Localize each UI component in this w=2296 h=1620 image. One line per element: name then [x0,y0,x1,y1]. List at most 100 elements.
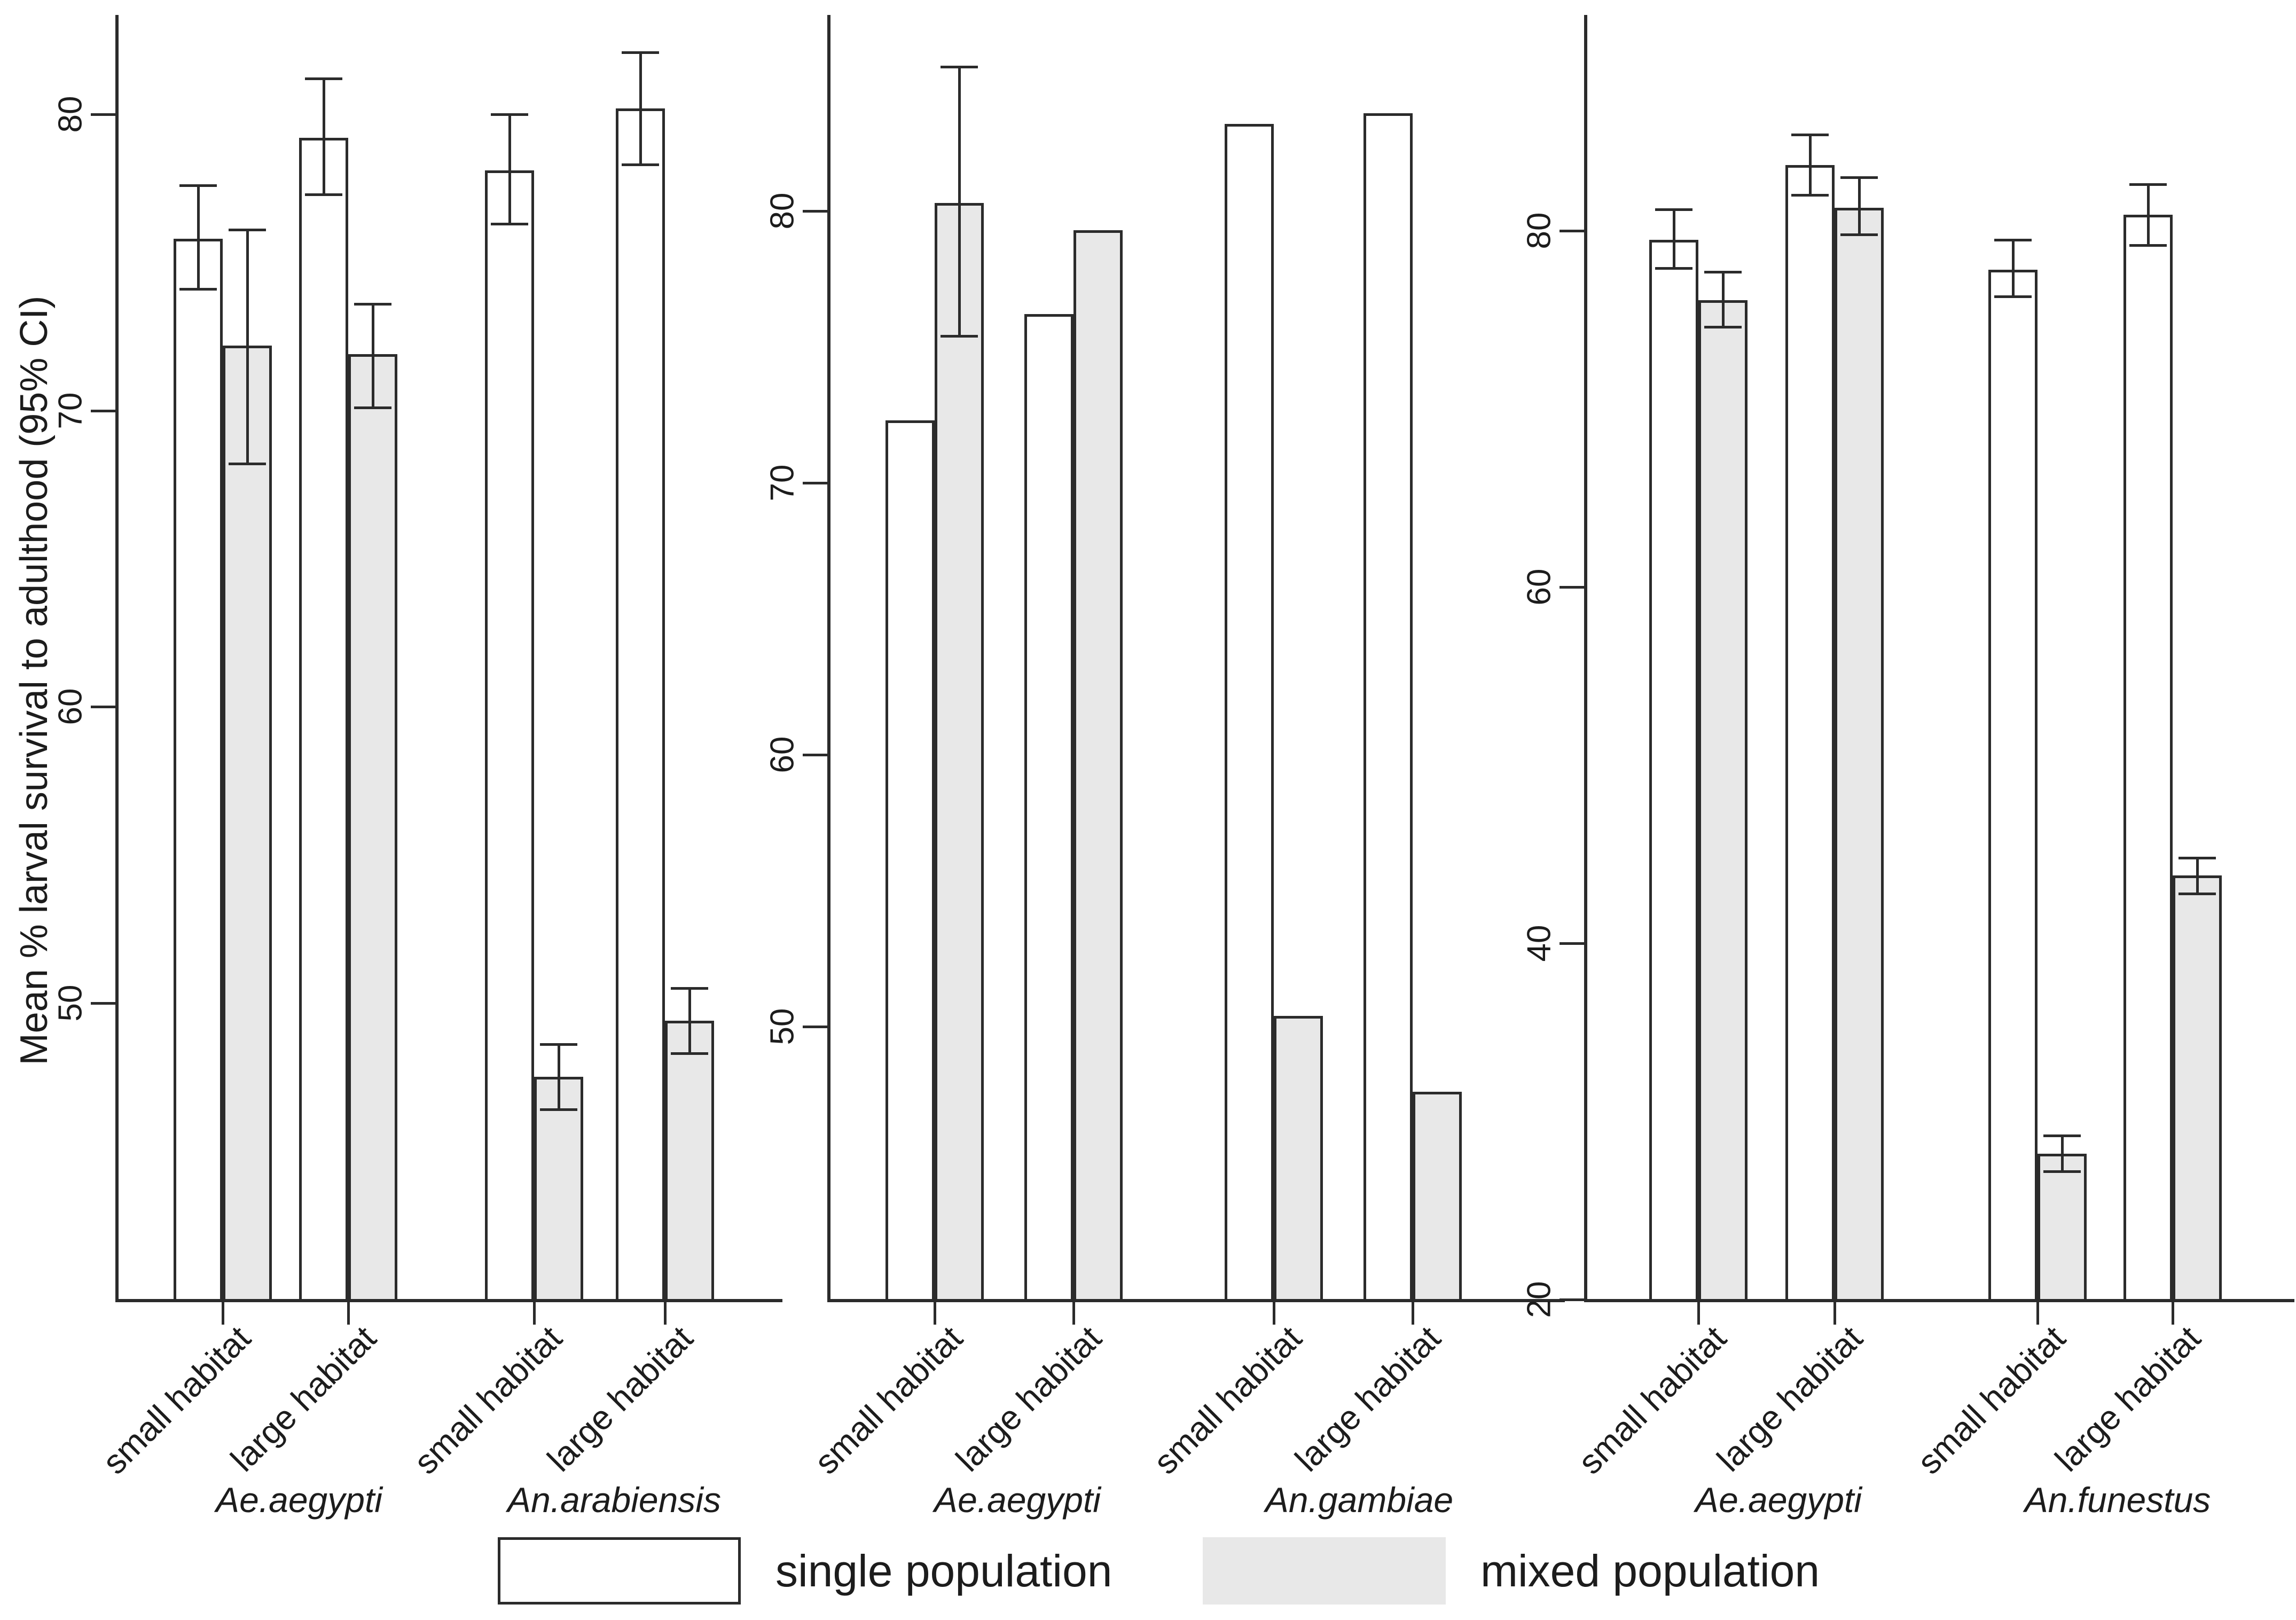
y-tick [803,754,827,756]
x-tick [222,1302,224,1325]
y-tick-label: 60 [52,688,89,725]
error-bar-mixed-cap-bottom [1704,326,1742,328]
error-bar-single-cap-bottom [1655,267,1692,270]
x-category-label: large habitat [948,1318,1109,1479]
error-bar-mixed-cap-bottom [2179,893,2216,895]
error-bar-mixed-cap-top [1704,271,1742,273]
error-bar-mixed-stem [246,230,249,464]
bar-single [886,420,935,1302]
error-bar-single-cap-top [1791,134,1829,136]
error-bar-mixed-stem [558,1044,560,1109]
bar-mixed [1413,1092,1462,1302]
x-tick [2036,1302,2039,1325]
error-bar-single-cap-top [179,184,217,187]
error-bar-mixed-stem [1858,177,1861,234]
y-tick [91,1002,115,1005]
legend-mixed-swatch [1203,1537,1446,1605]
bar-mixed [223,346,272,1302]
x-axis [1584,1299,2294,1302]
y-tick [91,113,115,116]
bar-single [174,239,223,1302]
bar-mixed [1698,300,1748,1302]
x-category-label: large habitat [1709,1318,1870,1479]
y-tick-label: 20 [1521,1281,1558,1318]
x-category-label: small habitat [806,1318,970,1482]
y-tick [803,482,827,484]
error-bar-single-cap-bottom [622,163,659,166]
y-tick-label: 70 [52,392,89,429]
species-label: Ae.aegypti [934,1480,1101,1520]
error-bar-mixed-stem [2061,1136,2064,1171]
y-tick-label: 80 [52,96,89,133]
error-bar-mixed-cap-bottom [941,335,978,338]
x-category-label: small habitat [1570,1318,1734,1482]
error-bar-single-stem [323,79,325,194]
y-tick [803,210,827,213]
bar-single [1988,270,2038,1302]
error-bar-mixed-cap-bottom [540,1108,577,1111]
y-tick [1560,942,1584,945]
y-tick-label: 50 [52,984,89,1022]
error-bar-mixed-stem [1722,272,1725,327]
error-bar-single-stem [2012,240,2015,296]
error-bar-mixed-stem [958,67,961,336]
y-tick-label: 60 [1521,568,1558,606]
y-axis-title: Mean % larval survival to adulthood (95%… [13,295,56,1066]
bar-mixed [1835,208,1884,1302]
bar-mixed [2173,875,2222,1302]
error-bar-single-cap-top [622,51,659,54]
x-axis [827,1299,1565,1302]
error-bar-single-cap-top [491,113,528,116]
x-category-label: small habitat [1146,1318,1309,1482]
y-tick-label: 60 [764,736,801,773]
x-tick [664,1302,667,1325]
bar-single [299,138,348,1302]
species-label: Ae.aegypti [1695,1480,1862,1520]
x-category-label: small habitat [406,1318,569,1482]
bar-mixed [348,354,397,1302]
bar-single [616,108,665,1302]
error-bar-mixed-cap-top [941,66,978,68]
y-tick [91,410,115,412]
error-bar-single-cap-bottom [305,193,342,196]
x-category-label: large habitat [1287,1318,1448,1479]
bar-mixed [665,1021,714,1302]
bar-mixed [935,203,984,1302]
legend-mixed-label: mixed population [1480,1546,1820,1596]
x-tick [1412,1302,1414,1325]
x-axis [115,1299,782,1302]
error-bar-single-cap-bottom [491,223,528,225]
error-bar-single-cap-bottom [179,288,217,291]
y-tick-label: 70 [764,464,801,502]
y-axis [827,15,830,1302]
bar-single [1649,240,1698,1302]
error-bar-mixed-stem [372,304,374,408]
bar-mixed [1073,230,1123,1302]
error-bar-single-cap-bottom [2129,244,2167,247]
error-bar-single-cap-top [1994,239,2032,241]
y-tick-label: 40 [1521,925,1558,962]
error-bar-mixed-cap-top [2043,1134,2081,1137]
y-tick-label: 50 [764,1008,801,1045]
bar-single [1785,165,1835,1302]
y-tick [91,706,115,708]
error-bar-single-cap-bottom [1791,194,1829,197]
bar-mixed [534,1077,583,1302]
x-tick [2172,1302,2174,1325]
x-tick [934,1302,936,1325]
y-tick [1560,1298,1584,1301]
x-tick [1273,1302,1275,1325]
species-label: An.funestus [2024,1480,2211,1520]
error-bar-mixed-cap-bottom [671,1052,708,1055]
error-bar-mixed-cap-bottom [2043,1170,2081,1173]
x-tick [347,1302,350,1325]
x-category-label: large habitat [2047,1318,2208,1479]
legend-single-label: single population [775,1546,1112,1596]
y-tick-label: 80 [764,192,801,230]
error-bar-single-stem [639,52,642,165]
error-bar-single-cap-top [305,77,342,80]
error-bar-single-cap-top [1655,208,1692,211]
error-bar-mixed-stem [2196,858,2199,894]
y-tick [1560,230,1584,232]
error-bar-single-stem [197,185,200,289]
